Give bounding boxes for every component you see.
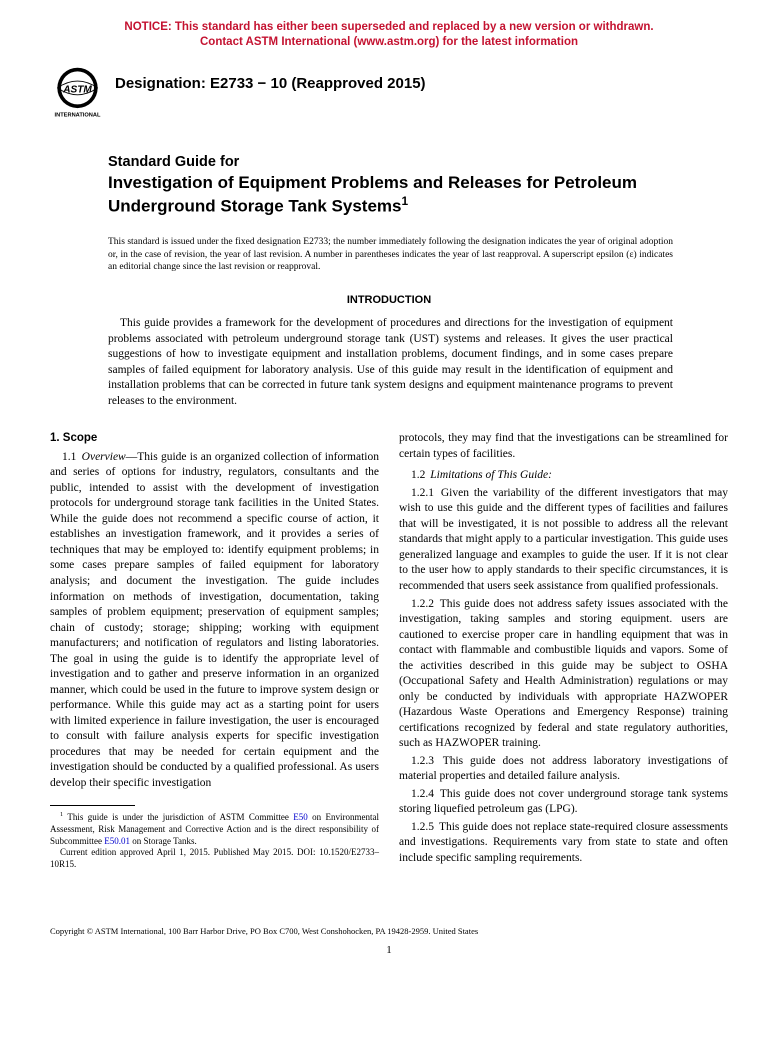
column-left: 1. Scope 1.1 Overview—This guide is an o… bbox=[50, 431, 379, 870]
title-line2: Investigation of Equipment Problems and … bbox=[108, 173, 637, 216]
footnote-1: 1 This guide is under the jurisdiction o… bbox=[50, 811, 379, 847]
svg-text:INTERNATIONAL: INTERNATIONAL bbox=[55, 112, 101, 118]
introduction-text: This guide provides a framework for the … bbox=[108, 316, 673, 409]
para-1-2-2: 1.2.2 This guide does not address safety… bbox=[399, 597, 728, 752]
para-1-2-1: 1.2.1 Given the variability of the diffe… bbox=[399, 486, 728, 595]
page-number: 1 bbox=[50, 944, 728, 956]
para-1-1-cont: protocols, they may find that the invest… bbox=[399, 431, 728, 462]
copyright: Copyright © ASTM International, 100 Barr… bbox=[50, 926, 728, 936]
notice-line1: NOTICE: This standard has either been su… bbox=[124, 21, 653, 33]
body-columns: 1. Scope 1.1 Overview—This guide is an o… bbox=[50, 431, 728, 870]
standard-note: This standard is issued under the fixed … bbox=[108, 236, 673, 274]
notice-line2: Contact ASTM International (www.astm.org… bbox=[200, 36, 578, 48]
footnote-edition: Current edition approved April 1, 2015. … bbox=[50, 847, 379, 870]
standard-title: Standard Guide for Investigation of Equi… bbox=[108, 150, 698, 218]
para-1-2: 1.2 Limitations of This Guide: bbox=[399, 468, 728, 484]
column-right: protocols, they may find that the invest… bbox=[399, 431, 728, 870]
title-line1: Standard Guide for bbox=[108, 154, 239, 170]
para-1-1: 1.1 Overview—This guide is an organized … bbox=[50, 450, 379, 791]
committee-link[interactable]: E50 bbox=[293, 812, 308, 822]
title-superscript: 1 bbox=[401, 194, 408, 208]
para-1-2-3: 1.2.3 This guide does not address labora… bbox=[399, 754, 728, 785]
scope-heading: 1. Scope bbox=[50, 431, 379, 447]
introduction-heading: INTRODUCTION bbox=[50, 294, 728, 306]
para-1-2-5: 1.2.5 This guide does not replace state-… bbox=[399, 820, 728, 867]
para-1-2-4: 1.2.4 This guide does not cover undergro… bbox=[399, 787, 728, 818]
notice-banner: NOTICE: This standard has either been su… bbox=[50, 20, 728, 50]
astm-logo: ASTM INTERNATIONAL bbox=[50, 65, 105, 120]
subcommittee-link[interactable]: E50.01 bbox=[104, 836, 130, 846]
header: ASTM INTERNATIONAL Designation: E2733 − … bbox=[50, 65, 728, 120]
svg-text:ASTM: ASTM bbox=[62, 84, 92, 95]
footnote-separator bbox=[50, 805, 135, 806]
designation: Designation: E2733 − 10 (Reapproved 2015… bbox=[115, 65, 426, 92]
